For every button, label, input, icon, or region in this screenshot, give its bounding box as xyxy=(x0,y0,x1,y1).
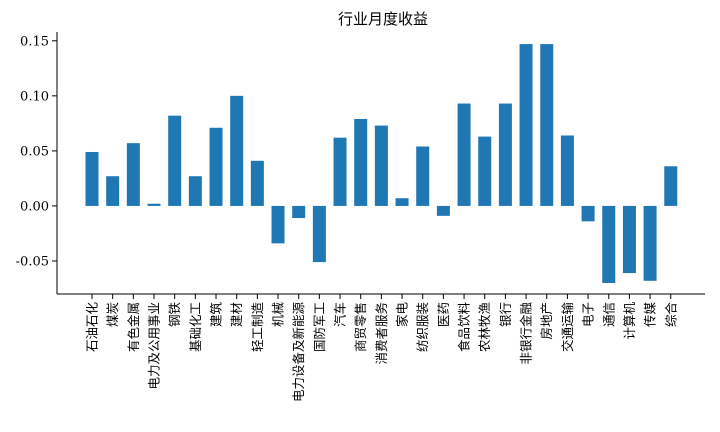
bar xyxy=(643,205,657,281)
x-tick-label: 医药 xyxy=(436,302,451,327)
bar xyxy=(312,205,326,263)
x-axis: 石油石化 煤炭 有色金属 电力及公用事业 钢铁 基础化工 建筑 建材 轻工制造 机械 电力设备及新能… xyxy=(57,293,705,403)
y-tick-label: 0.15 xyxy=(20,34,49,49)
bar xyxy=(395,198,409,206)
bar xyxy=(354,118,368,206)
x-tick-label: 建材 xyxy=(229,302,244,327)
bar xyxy=(560,135,574,206)
bar xyxy=(106,176,120,206)
bar xyxy=(457,103,471,206)
x-tick-label: 商贸零售 xyxy=(353,302,368,352)
x-tick-label: 计算机 xyxy=(622,302,637,340)
bar xyxy=(333,137,347,206)
bar xyxy=(416,146,430,206)
x-tick-label: 汽车 xyxy=(333,302,348,327)
x-tick-label: 家电 xyxy=(395,302,410,328)
bar xyxy=(581,205,595,222)
bar xyxy=(602,205,616,283)
bar xyxy=(478,136,492,206)
bar xyxy=(292,205,306,219)
x-tick-label: 建筑 xyxy=(209,302,224,328)
x-tick-label: 石油石化 xyxy=(85,302,100,353)
x-tick-label: 机械 xyxy=(271,302,286,328)
bar xyxy=(85,151,99,206)
x-tick-label: 农林牧渔 xyxy=(477,302,492,352)
bar xyxy=(209,127,223,206)
bar xyxy=(436,205,450,216)
bar xyxy=(622,205,636,274)
x-tick-label: 交通运输 xyxy=(560,302,575,353)
bar xyxy=(188,176,202,206)
x-tick-label: 食品饮料 xyxy=(457,302,472,353)
bar xyxy=(540,44,554,206)
bar xyxy=(498,103,512,206)
y-tick-label: 0.00 xyxy=(20,199,49,214)
x-tick-label: 有色金属 xyxy=(126,302,141,352)
bar xyxy=(230,95,244,206)
x-tick-label: 消费者服务 xyxy=(374,302,389,365)
bar xyxy=(250,160,264,206)
y-tick-label: 0.10 xyxy=(20,89,49,104)
x-tick-label: 综合 xyxy=(663,302,678,328)
x-tick-label: 钢铁 xyxy=(167,302,182,328)
bar xyxy=(664,166,678,206)
x-tick-label: 电子 xyxy=(581,302,596,327)
bar xyxy=(147,203,161,206)
x-tick-label: 电力及公用事业 xyxy=(147,302,162,390)
bars xyxy=(85,44,678,283)
y-tick-label: -0.05 xyxy=(16,254,49,269)
x-tick-label: 基础化工 xyxy=(188,302,203,352)
y-tick-label: 0.05 xyxy=(20,144,49,159)
bar xyxy=(168,115,182,206)
x-tick-label: 煤炭 xyxy=(105,302,120,327)
bar xyxy=(126,143,140,206)
chart-title: 行业月度收益 xyxy=(338,10,428,28)
x-tick-label: 轻工制造 xyxy=(250,302,265,353)
x-tick-label: 电力设备及新能源 xyxy=(291,302,306,403)
x-tick-label: 纺织服装 xyxy=(415,302,430,352)
x-tick-label: 非银行金融 xyxy=(519,302,534,365)
x-tick-label: 传媒 xyxy=(643,302,658,328)
bar xyxy=(374,125,388,206)
bar xyxy=(519,44,533,206)
x-tick-label: 通信 xyxy=(601,302,616,327)
x-tick-label: 国防军工 xyxy=(312,302,327,352)
y-axis: -0.05 0.00 0.05 0.10 0.15 xyxy=(16,32,58,294)
x-tick-label: 银行 xyxy=(498,302,513,327)
bar xyxy=(271,205,285,244)
x-tick-label: 房地产 xyxy=(539,302,554,340)
